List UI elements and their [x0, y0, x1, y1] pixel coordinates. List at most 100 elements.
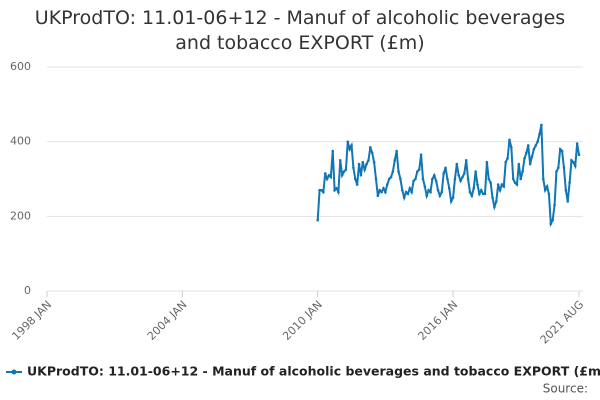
point: [526, 144, 530, 147]
point: [557, 166, 560, 170]
point: [455, 162, 459, 166]
point: [363, 168, 366, 171]
point: [487, 177, 491, 181]
point: [438, 194, 442, 198]
point: [470, 194, 474, 198]
point: [489, 181, 492, 185]
point: [350, 144, 353, 147]
point: [327, 173, 331, 177]
point: [355, 183, 359, 186]
x-tick-label: 2016 JAN: [416, 298, 461, 343]
x-tick-label: 2010 JAN: [280, 298, 325, 343]
point: [348, 147, 351, 151]
point: [434, 179, 438, 183]
point: [508, 138, 511, 142]
point: [510, 145, 513, 149]
point: [466, 177, 470, 181]
point: [493, 205, 496, 209]
point: [404, 190, 408, 194]
point: [555, 170, 558, 173]
point: [346, 140, 350, 143]
point: [361, 160, 365, 164]
point: [461, 175, 464, 179]
y-tick-label: 400: [10, 135, 31, 148]
point: [483, 192, 487, 196]
point: [538, 132, 541, 136]
point: [320, 188, 323, 192]
point: [432, 173, 436, 177]
point: [406, 192, 410, 196]
point: [344, 168, 348, 171]
point: [464, 159, 468, 162]
point: [329, 175, 333, 179]
point: [416, 170, 419, 173]
point: [338, 159, 342, 162]
point: [337, 190, 340, 194]
point: [498, 188, 502, 192]
point: [340, 173, 344, 177]
point: [536, 140, 539, 143]
point: [551, 218, 554, 222]
y-tick-label: 600: [10, 60, 31, 73]
point: [540, 123, 543, 127]
point: [481, 192, 485, 196]
point: [316, 218, 319, 222]
point: [399, 177, 402, 181]
point: [504, 160, 507, 164]
point: [476, 183, 479, 186]
point: [446, 177, 449, 181]
point: [382, 187, 385, 190]
point: [412, 179, 415, 183]
point: [442, 172, 445, 175]
point: [444, 166, 447, 170]
point: [474, 170, 477, 173]
point: [478, 192, 481, 196]
point: [575, 142, 579, 145]
point: [553, 203, 556, 207]
point: [402, 196, 406, 199]
point: [500, 183, 504, 186]
point: [440, 190, 444, 194]
point: [472, 187, 476, 190]
point: [419, 153, 423, 157]
point: [423, 185, 427, 188]
point: [323, 172, 327, 175]
point: [335, 187, 338, 190]
source: Source:: [543, 382, 588, 396]
point: [408, 187, 412, 190]
point: [376, 194, 380, 198]
point: [543, 188, 547, 192]
point: [570, 159, 573, 162]
point: [523, 157, 526, 160]
point: [395, 149, 398, 153]
point: [468, 190, 472, 194]
x-tick-label: 2004 JAN: [145, 298, 190, 343]
point: [532, 147, 536, 151]
point: [572, 160, 575, 164]
point: [549, 222, 553, 226]
point: [453, 177, 457, 181]
point: [369, 145, 372, 149]
point: [494, 200, 498, 203]
point: [370, 151, 374, 155]
x-tick-label: 1998 JAN: [9, 298, 54, 343]
point: [491, 196, 494, 199]
point: [530, 155, 534, 158]
point: [573, 164, 577, 168]
point: [322, 190, 325, 194]
point: [357, 162, 361, 166]
legend-marker: [11, 369, 17, 375]
point: [427, 188, 430, 192]
point: [511, 177, 515, 181]
point: [463, 172, 466, 175]
point: [431, 177, 434, 181]
chart-title: UKProdTO: 11.01-06+12 - Manuf of alcohol…: [34, 7, 566, 54]
point: [562, 166, 566, 170]
point: [534, 144, 538, 147]
point: [513, 181, 517, 185]
y-tick-label: 200: [10, 209, 31, 222]
point: [333, 188, 336, 192]
point: [485, 160, 489, 164]
point: [436, 188, 440, 192]
